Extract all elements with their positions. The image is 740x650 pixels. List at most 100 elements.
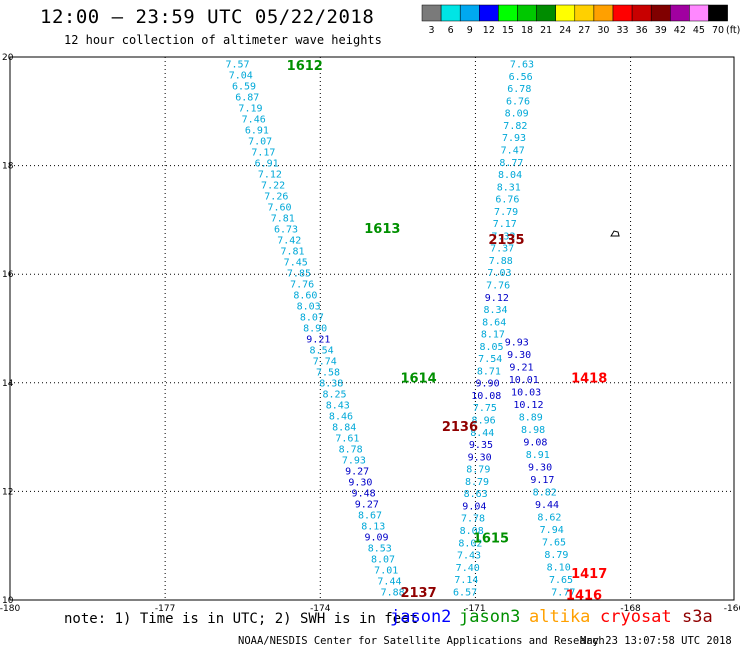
- wave-height-value: 7.88: [489, 256, 513, 267]
- wave-height-value: 9.17: [530, 475, 554, 486]
- wave-height-value: 8.79: [544, 550, 568, 561]
- wave-height-value: 7.61: [335, 433, 359, 444]
- footer-timestamp: May 23 13:07:58 UTC 2018: [580, 635, 732, 647]
- wave-height-value: 6.56: [509, 72, 533, 83]
- island-marker: [610, 230, 620, 237]
- wave-height-value: 7.46: [242, 115, 266, 126]
- wave-height-value: 7.63: [510, 60, 534, 71]
- y-tick-label: 10: [2, 596, 14, 606]
- wave-height-value: 7.37: [490, 244, 514, 255]
- wave-height-value: 7.04: [229, 71, 253, 82]
- wave-height-value: 7.32: [491, 231, 515, 242]
- colorbar-label: 12: [483, 25, 495, 36]
- wave-height-value: 7.03: [487, 268, 511, 279]
- colorbar-swatch: [650, 4, 671, 22]
- y-tick-label: 18: [2, 162, 14, 172]
- colorbar-swatch: [612, 4, 633, 22]
- wave-height-value: 9.93: [505, 338, 529, 349]
- wave-height-value: 7.45: [284, 257, 308, 268]
- plot-frame: [9, 56, 735, 601]
- y-tick-label: 14: [2, 379, 14, 389]
- wave-height-value: 7.12: [258, 170, 282, 181]
- orbit-time-label: 1614: [400, 371, 436, 386]
- wave-height-value: 6.78: [507, 84, 531, 95]
- wave-height-value: 8.77: [499, 158, 523, 169]
- wave-height-value: 7.65: [549, 575, 573, 586]
- wave-height-value: 9.27: [355, 499, 379, 510]
- wave-height-value: 8.09: [505, 109, 529, 120]
- wave-height-value: 8.64: [482, 317, 506, 328]
- wave-height-value: 8.82: [533, 487, 557, 498]
- colorbar-label: 21: [540, 25, 552, 36]
- wave-height-value: 8.38: [319, 378, 343, 389]
- wave-height-value: 8.13: [361, 521, 385, 532]
- wave-height-value: 6.76: [495, 195, 519, 206]
- colorbar-label: 24: [559, 25, 571, 36]
- colorbar-label: 3: [429, 25, 435, 36]
- wave-height-value: 7.76: [486, 280, 510, 291]
- legend-jason2: jason2: [390, 607, 452, 627]
- colorbar-unit: (ft): [726, 25, 740, 36]
- y-tick-label: 20: [2, 53, 14, 63]
- colorbar-label: 30: [597, 25, 609, 36]
- orbit-time-label: 1612: [287, 59, 323, 74]
- wave-height-value: 6.57: [453, 587, 477, 598]
- wave-height-value: 8.71: [477, 366, 501, 377]
- colorbar-label: 33: [617, 25, 629, 36]
- colorbar-swatch: [459, 4, 480, 22]
- wave-height-value: 7.58: [316, 367, 340, 378]
- wave-height-value: 8.78: [339, 444, 363, 455]
- wave-height-value: 10.12: [513, 400, 543, 411]
- wave-height-value: 8.04: [498, 170, 522, 181]
- colorbar-swatch: [536, 4, 556, 22]
- wave-height-value: 7.65: [542, 537, 566, 548]
- orbit-time-label: 2136: [442, 420, 478, 435]
- wave-height-value: 9.30: [507, 350, 531, 361]
- wave-height-value: 8.05: [479, 342, 503, 353]
- wave-height-value: 8.98: [521, 425, 545, 436]
- wave-height-value: 7.93: [342, 455, 366, 466]
- legend-s3a: s3a: [682, 607, 713, 627]
- wave-height-value: 7.93: [502, 133, 526, 144]
- wave-height-value: 9.21: [509, 363, 533, 374]
- y-tick-label: 12: [2, 487, 13, 497]
- x-tick-label: -166: [724, 604, 740, 614]
- wave-height-value: 6.73: [274, 224, 298, 235]
- wave-height-value: 8.79: [466, 465, 490, 476]
- colorbar-label: 42: [674, 25, 686, 36]
- orbit-time-label: 2135: [488, 233, 524, 248]
- colorbar-swatch: [517, 4, 537, 22]
- wave-height-value: 9.09: [364, 532, 388, 543]
- legend-cryosat: cryosat: [600, 607, 672, 627]
- colorbar-label: 36: [636, 25, 648, 36]
- wave-height-value: 8.31: [497, 182, 521, 193]
- orbit-time-label: 1416: [566, 589, 602, 604]
- x-tick-label: -177: [155, 604, 175, 614]
- colorbar-label: 70: [712, 25, 724, 36]
- colorbar-swatch: [498, 4, 518, 22]
- wave-height-value: 9.90: [476, 379, 500, 390]
- wave-height-value: 9.30: [528, 462, 552, 473]
- wave-height-value: 7.01: [374, 565, 398, 576]
- colorbar-swatch: [689, 4, 709, 22]
- wave-height-value: 8.79: [465, 477, 489, 488]
- wave-height-value: 10.01: [509, 375, 539, 386]
- colorbar-swatch: [670, 4, 690, 22]
- wave-height-value: 8.90: [303, 323, 327, 334]
- wave-height-value: 9.35: [469, 440, 493, 451]
- wave-height-value: 7.07: [248, 137, 272, 148]
- wave-height-value: 9.30: [348, 477, 372, 488]
- wave-height-value: 9.04: [462, 501, 486, 512]
- colorbar-label: 6: [448, 25, 454, 36]
- colorbar-label: 18: [521, 25, 533, 36]
- footer-agency: NOAA/NESDIS Center for Satellite Applica…: [238, 635, 605, 647]
- colorbar-label: 15: [502, 25, 514, 36]
- wave-height-value: 9.12: [485, 293, 509, 304]
- wave-height-value: 10.03: [511, 388, 541, 399]
- wave-height-value: 6.87: [235, 93, 259, 104]
- wave-height-value: 7.26: [264, 192, 288, 203]
- x-tick-label: -168: [620, 604, 641, 614]
- wave-height-value: 7.42: [277, 235, 301, 246]
